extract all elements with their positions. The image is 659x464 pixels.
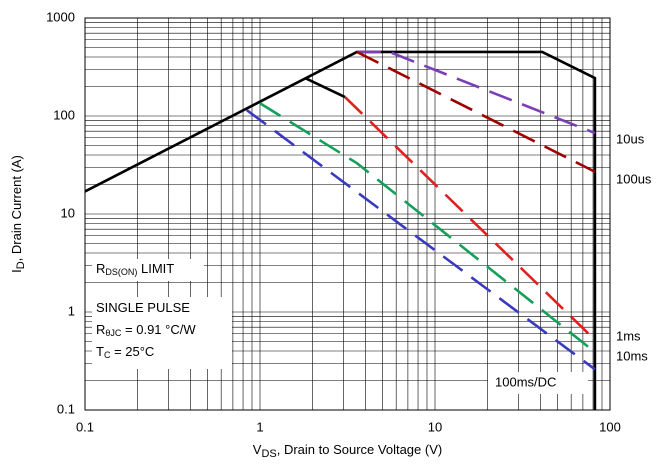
label-text: SINGLE PULSE	[96, 300, 190, 315]
label-rest: = 25°C	[110, 344, 154, 359]
y-tick-label: 1000	[46, 9, 75, 24]
series-line	[259, 102, 596, 354]
series-label: 1ms	[616, 328, 641, 343]
annotation: RDS(ON) LIMIT	[96, 261, 174, 277]
x-tick-label: 0.1	[76, 419, 94, 434]
label-text: V	[253, 442, 262, 457]
label-sub: DS(ON)	[105, 267, 137, 277]
series-line	[356, 50, 596, 173]
label-rest: = 0.91 °C/W	[121, 322, 196, 337]
label-rest: , Drain Current (A)	[9, 155, 24, 261]
annotation: SINGLE PULSE	[96, 300, 190, 315]
series-label: 100us	[616, 171, 652, 186]
y-axis-label: ID, Drain Current (A)	[9, 155, 26, 273]
series-line	[245, 109, 596, 371]
series-line	[84, 50, 597, 410]
annotation-box	[92, 297, 232, 369]
label-sub: DS	[261, 448, 276, 460]
x-tick-label: 10	[428, 419, 442, 434]
x-tick-label: 1	[256, 419, 263, 434]
series-line	[344, 96, 596, 341]
label-text: R	[96, 261, 105, 276]
annotation-box	[92, 259, 204, 281]
annotation: RθJC = 0.91 °C/W	[96, 322, 196, 338]
series-line	[356, 50, 596, 135]
x-tick-label: 100	[599, 419, 621, 434]
series-label: 100ms/DC	[495, 374, 556, 389]
label-rest: , Drain to Source Voltage (V)	[277, 442, 442, 457]
label-text: I	[9, 269, 24, 273]
y-tick-label: 10	[61, 205, 75, 220]
label-rest: LIMIT	[137, 261, 174, 276]
label-sub: C	[104, 350, 111, 360]
annotation: TC = 25°C	[96, 344, 154, 360]
label-text: T	[96, 344, 104, 359]
series-label: 10us	[616, 131, 645, 146]
series-line	[304, 76, 346, 99]
label-box	[488, 372, 588, 394]
x-axis-label: VDS, Drain to Source Voltage (V)	[253, 442, 442, 459]
series-label: 10ms	[616, 348, 648, 363]
y-tick-label: 1	[68, 303, 75, 318]
y-tick-label: 0.1	[57, 401, 75, 416]
label-sub: D	[15, 261, 27, 269]
label-text: R	[96, 322, 105, 337]
label-sub: θJC	[105, 328, 122, 338]
y-tick-label: 100	[53, 107, 75, 122]
plot-frame	[84, 17, 611, 411]
